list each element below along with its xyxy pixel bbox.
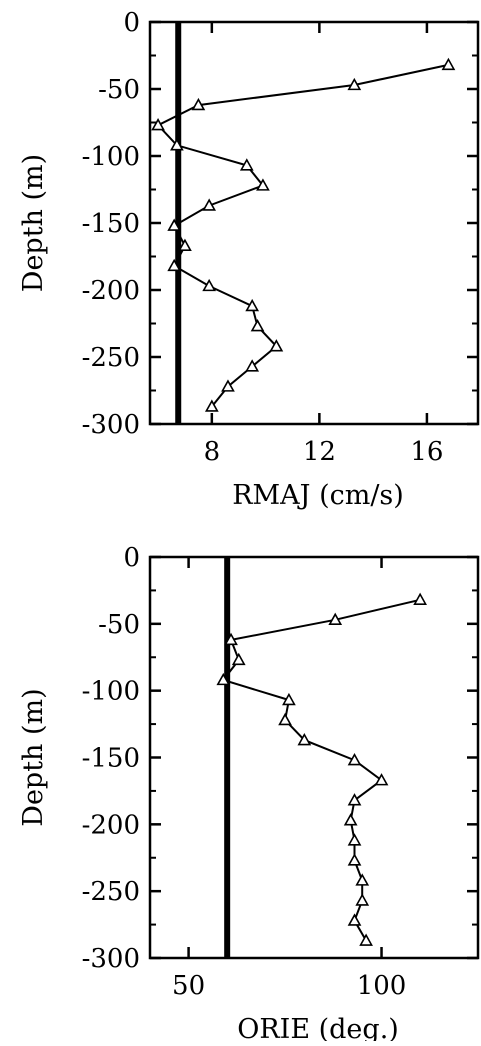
x-axis-title: RMAJ (cm/s) (232, 480, 404, 511)
data-point (216, 672, 231, 686)
data-point (245, 298, 260, 312)
data-point (297, 732, 312, 746)
data-point (256, 178, 270, 191)
x-axis-title: ORIE (deg.) (237, 1014, 399, 1041)
data-point (282, 692, 296, 706)
y-tick-label: -100 (82, 677, 140, 707)
y-tick-label: -300 (82, 944, 140, 974)
data-point (347, 853, 362, 866)
y-tick-label: -200 (82, 276, 140, 306)
data-point (355, 893, 370, 906)
series-line (221, 598, 421, 942)
plot-frame-orie (148, 555, 480, 960)
y-tick-label: -150 (82, 209, 140, 239)
data-point (239, 158, 254, 171)
y-tick-label: -150 (82, 744, 140, 774)
data-point (359, 933, 373, 946)
data-point (202, 278, 217, 292)
y-tick-label: -250 (82, 343, 140, 373)
y-tick-label: -100 (82, 142, 140, 172)
x-tick-label: 16 (410, 437, 443, 467)
data-point (278, 712, 292, 726)
x-tick-label: 8 (204, 437, 221, 467)
data-point (347, 77, 362, 91)
y-tick-label: 0 (123, 543, 140, 573)
y-axis-title: Depth (m) (18, 688, 49, 826)
series-line (156, 63, 449, 408)
y-tick-label: -50 (98, 610, 140, 640)
y-tick-label: -250 (82, 877, 140, 907)
data-point (413, 592, 427, 605)
data-point (167, 258, 182, 272)
data-point (343, 813, 358, 826)
y-tick-label: 0 (123, 8, 140, 38)
y-tick-label: -300 (82, 410, 140, 440)
data-point (224, 632, 238, 646)
data-point (441, 57, 456, 71)
data-point (202, 198, 217, 211)
data-point (221, 379, 235, 392)
data-point (250, 319, 265, 332)
data-point (245, 359, 260, 372)
plot-frame-rmaj (148, 20, 480, 426)
data-point (178, 238, 192, 251)
x-tick-label: 50 (172, 971, 205, 1001)
data-point (204, 399, 219, 412)
data-point (347, 833, 362, 846)
chart-orie: 0 -50 -100 -150 -200 -250 -300 50 100 ORIE (deg.)… (18, 543, 480, 1045)
data-point (347, 793, 362, 806)
data-point (231, 652, 246, 666)
data-point (355, 873, 370, 886)
data-point (167, 218, 182, 231)
y-tick-label: -50 (98, 75, 140, 105)
data-point (347, 753, 362, 766)
data-point (269, 339, 284, 352)
x-tick-label: 12 (303, 437, 336, 467)
x-tick-label: 100 (357, 971, 407, 1001)
data-point (151, 118, 165, 131)
data-point (170, 138, 184, 151)
y-axis-title: Depth (m) (18, 154, 49, 292)
y-tick-label: -200 (82, 810, 140, 840)
data-point (374, 773, 389, 786)
data-point (347, 913, 362, 926)
data-point (328, 612, 343, 626)
data-point (191, 97, 206, 111)
